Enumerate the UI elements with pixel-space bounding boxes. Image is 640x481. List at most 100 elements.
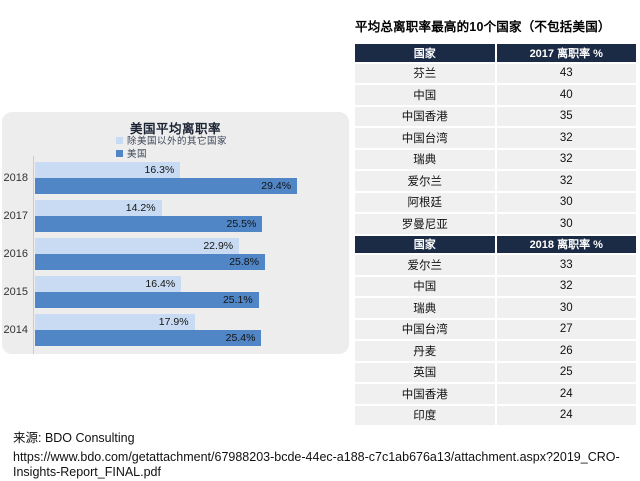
bar-us: 25.8% xyxy=(35,254,265,270)
bar-pair: 22.9% 25.8% xyxy=(35,238,347,270)
bar-value-label: 25.4% xyxy=(225,332,256,344)
table-row: 中国台湾 27 xyxy=(355,319,636,339)
table-header-row: 国家 2018 离职率 % xyxy=(355,235,636,253)
year-label: 2016 xyxy=(3,248,28,260)
bar-value-label: 25.5% xyxy=(226,218,257,230)
bar-value-label: 14.2% xyxy=(125,202,156,214)
bar-other-countries: 16.3% xyxy=(35,162,181,178)
cell-country: 瑞典 xyxy=(355,298,495,318)
year-label: 2014 xyxy=(3,324,28,336)
table-row: 中国香港 24 xyxy=(355,384,636,404)
legend-label: 美国 xyxy=(127,149,148,160)
legend-swatch-icon xyxy=(116,149,123,157)
bar-pair: 16.3% 29.4% xyxy=(35,162,347,194)
bar-value-label: 29.4% xyxy=(261,180,292,192)
year-label: 2017 xyxy=(3,210,28,222)
cell-country: 中国台湾 xyxy=(355,319,495,339)
cell-rate: 43 xyxy=(496,63,636,83)
bar-us: 25.4% xyxy=(35,330,262,346)
bar-us: 25.1% xyxy=(35,292,259,308)
cell-rate: 35 xyxy=(496,106,636,126)
header-turnover-rate: 2018 离职率 % xyxy=(496,235,636,253)
turnover-tables: 国家 2017 离职率 % 芬兰 43 中国 40 中国香港 35 中国台湾 32 瑞典 32 爱尔兰 3… xyxy=(355,44,636,427)
table-row: 罗曼尼亚 30 xyxy=(355,214,636,234)
source-url-line: Insights-Report_FINAL.pdf xyxy=(13,464,161,479)
table-row: 印度 24 xyxy=(355,405,636,425)
bar-group: 2018 16.3% 29.4% xyxy=(2,162,347,194)
cell-country: 英国 xyxy=(355,362,495,382)
table-row: 芬兰 43 xyxy=(355,63,636,83)
header-country: 国家 xyxy=(355,44,495,62)
table-row: 瑞典 32 xyxy=(355,149,636,169)
cell-rate: 32 xyxy=(496,128,636,148)
cell-rate: 24 xyxy=(496,384,636,404)
bar-group: 2016 22.9% 25.8% xyxy=(2,238,347,270)
cell-rate: 32 xyxy=(496,276,636,296)
tables-title: 平均总离职率最高的10个国家（不包括美国） xyxy=(355,20,611,34)
legend-item: 美国 xyxy=(116,147,227,160)
cell-rate: 30 xyxy=(496,192,636,212)
header-turnover-rate: 2017 离职率 % xyxy=(496,44,636,62)
cell-rate: 33 xyxy=(496,255,636,275)
cell-country: 瑞典 xyxy=(355,149,495,169)
table-row: 爱尔兰 33 xyxy=(355,255,636,275)
cell-rate: 24 xyxy=(496,405,636,425)
bar-other-countries: 14.2% xyxy=(35,200,162,216)
cell-rate: 30 xyxy=(496,298,636,318)
cell-rate: 32 xyxy=(496,171,636,191)
bar-value-label: 16.3% xyxy=(144,164,175,176)
y-axis-line xyxy=(33,156,34,354)
source-block: 来源: BDO Consulting https://www.bdo.com/g… xyxy=(13,427,628,479)
cell-country: 爱尔兰 xyxy=(355,255,495,275)
cell-rate: 26 xyxy=(496,341,636,361)
bar-pair: 17.9% 25.4% xyxy=(35,314,347,346)
bar-group: 2014 17.9% 25.4% xyxy=(2,314,347,346)
cell-country: 中国香港 xyxy=(355,106,495,126)
table-row: 瑞典 30 xyxy=(355,298,636,318)
legend-label: 除美国以外的其它国家 xyxy=(127,136,228,147)
bar-group: 2015 16.4% 25.1% xyxy=(2,276,347,308)
cell-country: 罗曼尼亚 xyxy=(355,214,495,234)
year-label: 2015 xyxy=(3,286,28,298)
cell-rate: 25 xyxy=(496,362,636,382)
table-row: 丹麦 26 xyxy=(355,341,636,361)
bar-value-label: 22.9% xyxy=(203,240,234,252)
cell-rate: 27 xyxy=(496,319,636,339)
source-label: 来源: BDO Consulting xyxy=(13,431,135,445)
cell-country: 芬兰 xyxy=(355,63,495,83)
cell-rate: 30 xyxy=(496,214,636,234)
cell-country: 中国香港 xyxy=(355,384,495,404)
cell-country: 阿根廷 xyxy=(355,192,495,212)
table-row: 中国 40 xyxy=(355,85,636,105)
cell-rate: 32 xyxy=(496,149,636,169)
cell-country: 丹麦 xyxy=(355,341,495,361)
header-country: 国家 xyxy=(355,235,495,253)
cell-country: 爱尔兰 xyxy=(355,171,495,191)
bar-other-countries: 16.4% xyxy=(35,276,182,292)
table-row: 英国 25 xyxy=(355,362,636,382)
cell-country: 中国台湾 xyxy=(355,128,495,148)
cell-rate: 40 xyxy=(496,85,636,105)
table-header-row: 国家 2017 离职率 % xyxy=(355,44,636,62)
source-url-line: https://www.bdo.com/getattachment/679882… xyxy=(13,450,620,464)
bar-value-label: 17.9% xyxy=(158,316,189,328)
bar-pair: 14.2% 25.5% xyxy=(35,200,347,232)
us-turnover-chart-panel: 美国平均离职率 除美国以外的其它国家 美国 2018 16.3% 29.4% 2017 1… xyxy=(2,112,349,354)
table-row: 爱尔兰 32 xyxy=(355,171,636,191)
bar-other-countries: 22.9% xyxy=(35,238,240,254)
chart-legend: 除美国以外的其它国家 美国 xyxy=(116,134,227,160)
bar-value-label: 25.1% xyxy=(222,294,253,306)
bar-value-label: 16.4% xyxy=(145,278,176,290)
legend-item: 除美国以外的其它国家 xyxy=(116,134,228,147)
bar-us: 25.5% xyxy=(35,216,263,232)
cell-country: 中国 xyxy=(355,85,495,105)
legend-swatch-icon xyxy=(116,136,123,144)
bar-pair: 16.4% 25.1% xyxy=(35,276,347,308)
chart-title: 美国平均离职率 xyxy=(129,122,221,136)
cell-country: 中国 xyxy=(355,276,495,296)
bar-us: 29.4% xyxy=(35,178,298,194)
table-row: 阿根廷 30 xyxy=(355,192,636,212)
bar-other-countries: 17.9% xyxy=(35,314,195,330)
table-row: 中国香港 35 xyxy=(355,106,636,126)
bar-group: 2017 14.2% 25.5% xyxy=(2,200,347,232)
